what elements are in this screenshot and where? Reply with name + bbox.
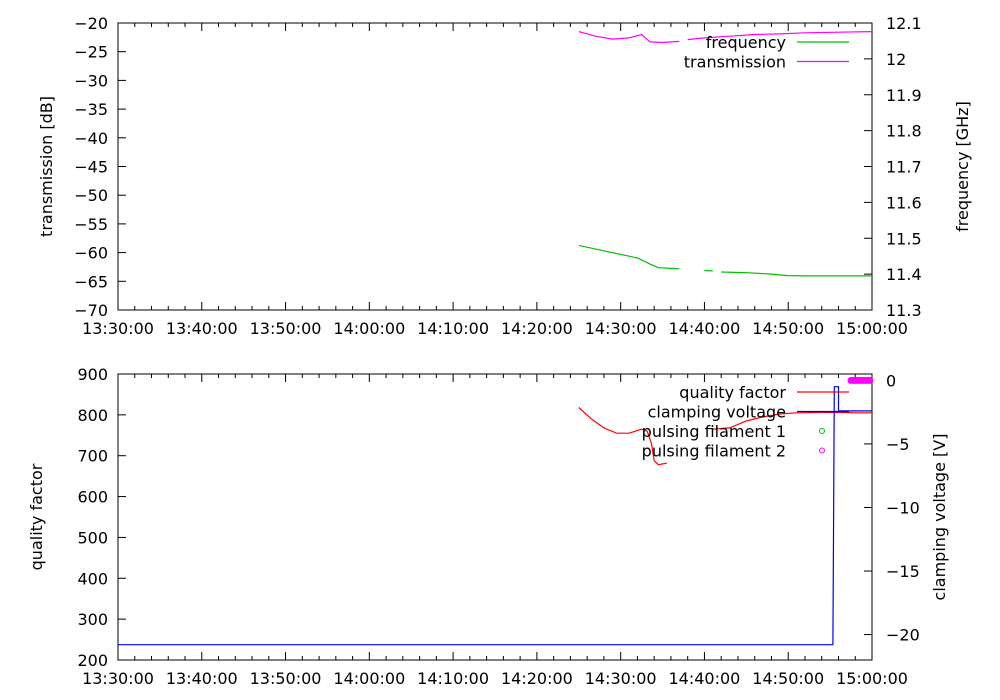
y-tick-label: −55 xyxy=(74,215,108,234)
x-tick-label: 15:00:00 xyxy=(836,319,908,338)
legend-label: pulsing filament 1 xyxy=(642,422,786,441)
x-tick-label: 13:50:00 xyxy=(250,669,322,688)
y2-tick-label: 11.7 xyxy=(886,158,922,177)
y2-tick-label: −20 xyxy=(886,626,920,645)
y-axis-label: quality factor xyxy=(27,463,46,570)
y-tick-label: 200 xyxy=(77,651,108,670)
x-tick-label: 14:20:00 xyxy=(501,669,573,688)
y2-axis-label: clamping voltage [V] xyxy=(930,434,949,601)
x-tick-label: 13:40:00 xyxy=(166,669,238,688)
legend-marker xyxy=(819,428,825,434)
x-tick-label: 14:20:00 xyxy=(501,319,573,338)
legend-label: quality factor xyxy=(679,383,786,402)
y-tick-label: 500 xyxy=(77,528,108,547)
series-line-frequency xyxy=(721,271,872,277)
legend-label: transmission xyxy=(684,53,786,72)
y2-tick-label: 11.9 xyxy=(886,86,922,105)
series-line-transmission xyxy=(578,31,680,44)
y2-tick-label: 0 xyxy=(886,371,896,390)
y-tick-label: −30 xyxy=(74,71,108,90)
y-tick-label: 800 xyxy=(77,406,108,425)
y-tick-label: −60 xyxy=(74,244,108,263)
series-transmission xyxy=(578,31,873,44)
legend-marker xyxy=(819,447,825,454)
x-tick-label: 14:50:00 xyxy=(752,669,824,688)
x-tick-label: 15:00:00 xyxy=(836,669,908,688)
x-tick-label: 14:00:00 xyxy=(333,319,405,338)
y2-tick-label: −10 xyxy=(886,498,920,517)
y-tick-label: −70 xyxy=(74,301,108,320)
series-line-quality-factor xyxy=(578,407,667,466)
x-tick-label: 14:00:00 xyxy=(333,669,405,688)
y2-tick-label: 11.3 xyxy=(886,301,922,320)
y2-axis-label: frequency [GHz] xyxy=(953,101,972,232)
y-tick-label: −25 xyxy=(74,43,108,62)
series-line-frequency xyxy=(578,244,680,270)
y-tick-label: 300 xyxy=(77,610,108,629)
legend-label: frequency xyxy=(706,33,786,52)
x-tick-label: 14:40:00 xyxy=(669,319,741,338)
data-point-pulsing-filament-2 xyxy=(866,376,874,384)
x-tick-label: 13:30:00 xyxy=(82,669,154,688)
y2-tick-label: 11.8 xyxy=(886,122,922,141)
x-tick-label: 13:30:00 xyxy=(82,319,154,338)
y2-tick-label: 11.6 xyxy=(886,193,922,212)
chart-panel-1: 13:30:00 13:40:00 13:50:00 14:00:00 14:10:00… xyxy=(37,14,972,338)
x-tick-label: 13:40:00 xyxy=(166,319,238,338)
y-tick-label: −20 xyxy=(74,14,108,33)
y-axis-label: transmission [dB] xyxy=(37,96,56,237)
y-tick-label: −50 xyxy=(74,186,108,205)
chart-panel-2: 13:30:00 13:40:00 13:50:00 14:00:00 14:10:00… xyxy=(27,365,949,688)
y-tick-label: −45 xyxy=(74,158,108,177)
y-tick-label: 700 xyxy=(77,447,108,466)
y2-tick-label: 11.4 xyxy=(886,265,922,284)
x-tick-label: 14:30:00 xyxy=(585,319,657,338)
y2-tick-label: 12.1 xyxy=(886,14,922,33)
y-tick-label: 600 xyxy=(77,488,108,507)
y2-tick-label: 12 xyxy=(886,50,906,69)
y-tick-label: −40 xyxy=(74,129,108,148)
legend-label: pulsing filament 2 xyxy=(642,442,786,461)
y2-tick-label: −15 xyxy=(886,562,920,581)
y-tick-label: −35 xyxy=(74,100,108,119)
series-frequency xyxy=(578,244,872,277)
x-tick-label: 14:10:00 xyxy=(417,319,489,338)
plot-frame xyxy=(117,373,873,661)
x-tick-label: 14:40:00 xyxy=(669,669,741,688)
series-line-quality-factor xyxy=(712,411,872,430)
x-tick-label: 14:50:00 xyxy=(752,319,824,338)
x-tick-label: 13:50:00 xyxy=(250,319,322,338)
y2-tick-label: 11.5 xyxy=(886,229,922,248)
y-tick-label: −65 xyxy=(74,272,108,291)
legend-label: clamping voltage xyxy=(648,403,786,422)
x-tick-label: 14:30:00 xyxy=(585,669,657,688)
y2-tick-label: −5 xyxy=(886,435,910,454)
series-pulsing-filament-2 xyxy=(847,376,874,384)
x-tick-label: 14:10:00 xyxy=(417,669,489,688)
y-tick-label: 900 xyxy=(77,365,108,384)
series-line-transmission xyxy=(687,31,873,41)
series-quality-factor xyxy=(578,407,872,466)
y-tick-label: 400 xyxy=(77,569,108,588)
